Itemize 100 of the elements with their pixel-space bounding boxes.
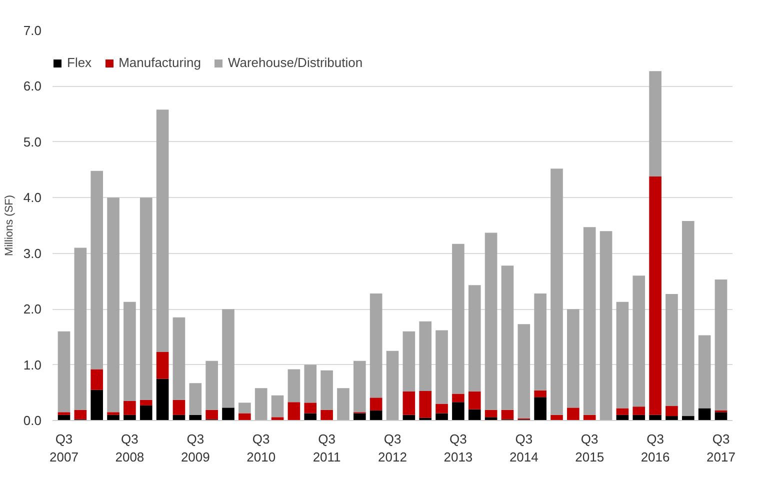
bar	[484, 410, 498, 418]
bar	[436, 404, 448, 414]
bar	[140, 400, 152, 406]
bar	[567, 408, 580, 420]
bar	[140, 198, 152, 400]
bar	[452, 244, 464, 394]
y-tick-label: 2.0	[23, 302, 42, 317]
x-tick-label: Q3 2014	[509, 432, 538, 464]
bar	[666, 294, 678, 406]
bar	[304, 413, 317, 420]
bar	[632, 276, 646, 407]
bar	[107, 414, 120, 420]
bar	[682, 416, 694, 420]
bar	[616, 408, 629, 415]
bar	[320, 370, 333, 410]
bar	[58, 412, 70, 415]
bar	[666, 416, 678, 420]
bar	[90, 390, 104, 420]
bar	[124, 302, 136, 401]
bar	[484, 232, 498, 410]
bar	[501, 410, 514, 420]
bar	[714, 412, 728, 420]
bar	[370, 293, 382, 398]
bar	[353, 413, 366, 420]
bar	[534, 390, 546, 398]
x-tick-label: Q3 2012	[378, 432, 407, 464]
bar	[534, 293, 546, 390]
bar	[320, 410, 333, 420]
x-tick-label: Q3 2009	[180, 432, 210, 464]
bar	[402, 392, 416, 415]
bar	[468, 409, 481, 420]
bar	[189, 383, 202, 415]
x-tick-label: Q3 2016	[640, 432, 670, 464]
bar	[419, 418, 432, 420]
bar	[288, 402, 300, 420]
bar	[682, 221, 694, 416]
bar	[666, 406, 678, 416]
x-tick-label: Q3 2010	[246, 432, 276, 464]
bar	[353, 360, 366, 412]
bar	[107, 198, 120, 412]
bar	[156, 110, 169, 352]
bar	[649, 71, 662, 176]
bar	[206, 360, 218, 410]
x-tick-label: Q3 2013	[444, 432, 473, 464]
bar	[337, 388, 350, 420]
bar	[616, 302, 629, 408]
bar	[583, 414, 596, 420]
bar	[550, 414, 563, 420]
legend-label: Flex	[67, 55, 92, 70]
bar	[90, 170, 104, 370]
bar	[468, 285, 481, 392]
bar	[304, 364, 317, 403]
bar	[501, 266, 514, 410]
x-tick-label: Q3 2011	[312, 432, 341, 464]
bar	[567, 309, 580, 408]
bar	[436, 330, 448, 404]
bar	[172, 400, 186, 415]
y-tick-label: 0.0	[23, 413, 42, 428]
bar	[698, 408, 711, 420]
bar	[107, 412, 120, 415]
bar	[370, 398, 382, 410]
bar	[156, 378, 169, 420]
y-tick-label: 4.0	[23, 190, 42, 206]
bar	[649, 414, 662, 420]
bar	[74, 248, 87, 410]
bar	[238, 402, 251, 414]
legend-label: Manufacturing	[118, 55, 201, 70]
bar	[468, 392, 481, 410]
bar	[304, 402, 317, 414]
bar	[518, 324, 530, 418]
y-tick-label: 6.0	[23, 78, 42, 94]
bar	[58, 331, 70, 412]
bar	[714, 280, 728, 410]
legend-label: Warehouse/Distribution	[228, 55, 363, 70]
bar	[222, 408, 234, 420]
bar	[649, 176, 662, 415]
bar	[583, 227, 596, 415]
bar	[172, 317, 186, 400]
bar	[189, 414, 202, 420]
bar	[222, 309, 234, 408]
bar	[402, 331, 416, 392]
bar	[600, 231, 612, 420]
bar	[288, 369, 300, 402]
y-tick-label: 1.0	[23, 357, 42, 372]
x-tick-label: Q3 2015	[575, 432, 604, 464]
bar	[550, 168, 563, 415]
bar	[452, 402, 464, 420]
y-axis-title: Millions (SF)	[3, 194, 16, 256]
bar	[90, 369, 104, 390]
bar	[370, 410, 382, 420]
bar	[124, 414, 136, 420]
bar	[74, 410, 87, 420]
bar	[206, 410, 218, 420]
bar	[698, 335, 711, 408]
bar	[419, 390, 432, 418]
bar	[140, 405, 152, 420]
bar	[254, 388, 268, 420]
bar	[271, 395, 284, 418]
bar	[124, 401, 136, 415]
bar	[419, 321, 432, 391]
